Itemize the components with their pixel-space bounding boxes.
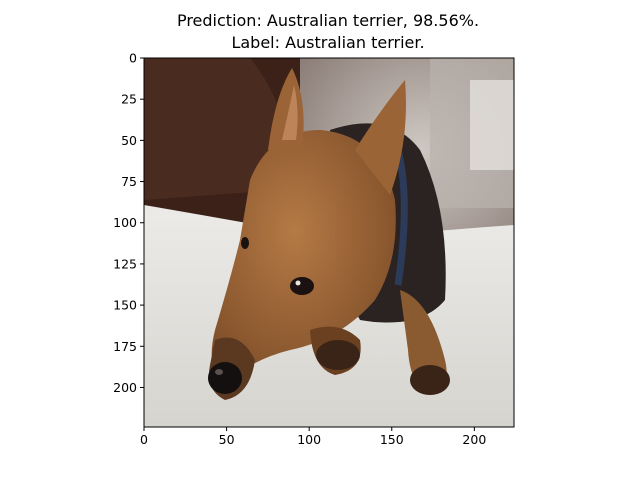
y-tick-label: 50: [121, 133, 137, 148]
chart-title-prediction: Prediction: Australian terrier, 98.56%.: [176, 11, 480, 30]
y-tick-label: 150: [113, 298, 137, 313]
x-tick-label: 100: [297, 432, 321, 447]
x-tick-label: 0: [140, 432, 148, 447]
axes-frame: [143, 57, 515, 428]
y-tick-label: 75: [121, 174, 137, 189]
y-tick-label: 100: [113, 215, 137, 230]
x-tick-label: 150: [380, 432, 404, 447]
y-tick-label: 0: [129, 51, 137, 66]
x-tick-label: 50: [219, 432, 235, 447]
y-tick-label: 125: [113, 256, 137, 271]
x-tick-label: 200: [462, 432, 486, 447]
y-tick-label: 25: [121, 92, 137, 107]
dog-photo-image: [144, 58, 514, 427]
y-axis: 0 25 50 75 100 125 150 175 200: [113, 51, 144, 395]
y-tick-label: 200: [113, 380, 137, 395]
x-axis: 0 50 100 150 200: [140, 427, 486, 447]
y-tick-label: 175: [113, 339, 137, 354]
chart-title-label: Label: Australian terrier.: [231, 33, 425, 52]
